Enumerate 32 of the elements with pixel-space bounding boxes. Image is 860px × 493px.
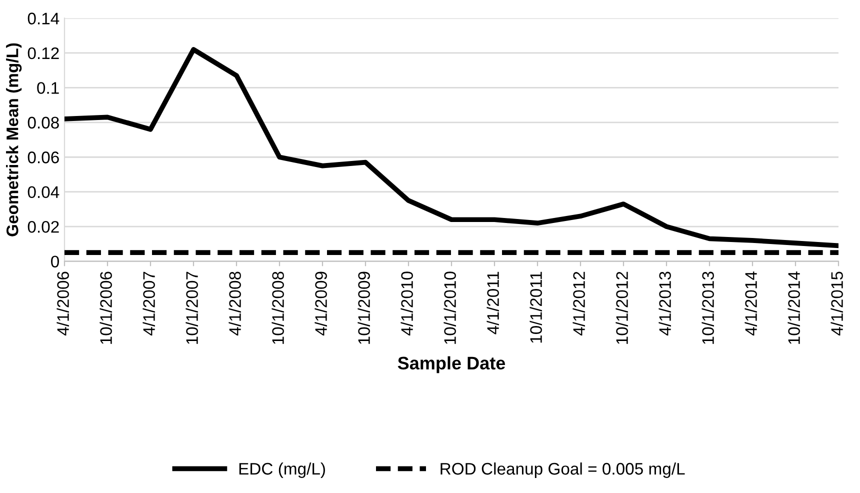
x-tick-label: 10/1/2007 — [186, 272, 198, 344]
x-tick-label: 10/1/2013 — [702, 272, 714, 344]
y-tick-label: 0.1 — [37, 82, 59, 94]
legend-label: ROD Cleanup Goal = 0.005 mg/L — [440, 462, 685, 478]
y-tick-label: 0.02 — [28, 220, 59, 233]
x-tick-label: 10/1/2011 — [530, 272, 542, 343]
x-tick-label: 4/1/2015 — [830, 272, 843, 336]
y-tick-label: 0.12 — [28, 47, 59, 60]
y-tick-label: 0 — [51, 256, 59, 268]
x-axis-title: Sample Date — [398, 356, 506, 374]
x-tick-label: 10/1/2010 — [444, 272, 456, 344]
x-tick-label: 10/1/2014 — [788, 271, 800, 344]
x-tick-label: 4/1/2011 — [486, 272, 499, 334]
y-tick-label: 0.06 — [28, 152, 59, 164]
x-tick-label: 4/1/2006 — [56, 272, 69, 336]
y-axis-title: Geometrick Mean (mg/L) — [6, 43, 22, 236]
x-tick-label: 4/1/2010 — [400, 272, 413, 336]
line-series — [64, 47, 838, 248]
x-tick-label: 4/1/2014 — [744, 271, 757, 336]
x-tick-label: 10/1/2006 — [100, 272, 112, 344]
x-tick-label: 10/1/2012 — [616, 272, 628, 344]
y-tick-label: 0.04 — [28, 186, 60, 198]
x-tick-label: 10/1/2009 — [358, 272, 370, 344]
x-tick-label: 4/1/2008 — [228, 272, 241, 336]
y-tick-label: 0.08 — [28, 116, 59, 129]
x-tick-label: 4/1/2007 — [142, 272, 155, 336]
x-tick-label: 10/1/2008 — [272, 272, 284, 344]
x-tick-label: 4/1/2009 — [314, 272, 327, 336]
x-tick-label: 4/1/2012 — [572, 272, 585, 336]
y-tick-label: 0.14 — [28, 12, 60, 24]
x-tick-label: 4/1/2013 — [658, 272, 671, 336]
legend-label: EDC (mg/L) — [239, 462, 325, 478]
